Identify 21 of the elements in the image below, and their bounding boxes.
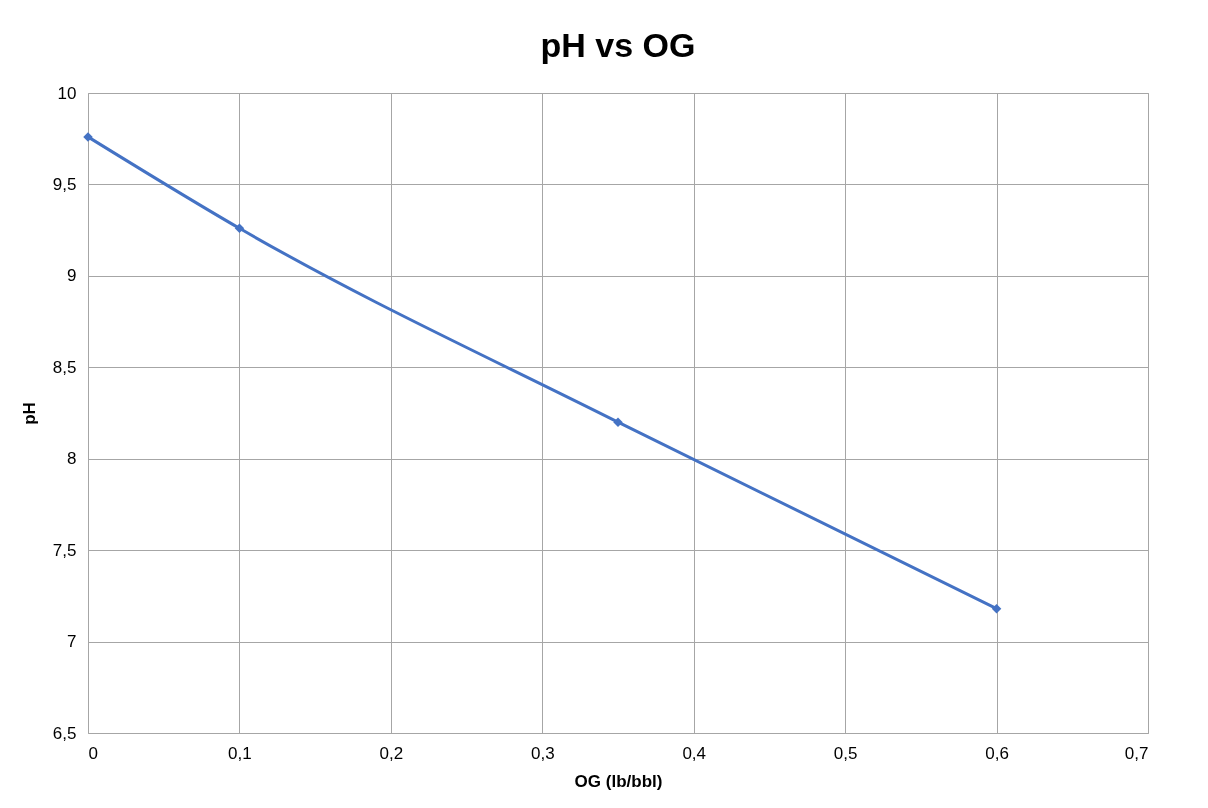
y-tick-label: 6,5 xyxy=(52,723,77,743)
y-tick-label: 9,5 xyxy=(52,174,77,194)
x-tick-label: 0,5 xyxy=(833,743,858,763)
x-tick-label: 0,4 xyxy=(682,743,707,763)
y-tick-label: 10 xyxy=(57,83,77,103)
x-tick-label: 0,7 xyxy=(1124,743,1149,763)
x-tick-label: 0,6 xyxy=(985,743,1009,763)
y-tick-label: 8 xyxy=(67,449,77,469)
y-axis-title: pH xyxy=(19,402,39,425)
point xyxy=(234,223,245,234)
x-tick-label: 0,2 xyxy=(379,743,404,763)
x-tick-label: 0 xyxy=(88,743,98,763)
x-axis-title: OG (lb/bbl) xyxy=(574,771,663,791)
x-tick-label: 0,3 xyxy=(530,743,555,763)
y-tick-label: 9 xyxy=(67,266,77,286)
y-tick-label: 7,5 xyxy=(52,540,77,560)
y-tick-label: 7 xyxy=(67,632,77,652)
y-tick-label: 8,5 xyxy=(52,357,77,377)
point xyxy=(991,603,1002,614)
chart-title: pH vs OG xyxy=(540,26,696,64)
x-tick-label: 0,1 xyxy=(228,743,252,763)
